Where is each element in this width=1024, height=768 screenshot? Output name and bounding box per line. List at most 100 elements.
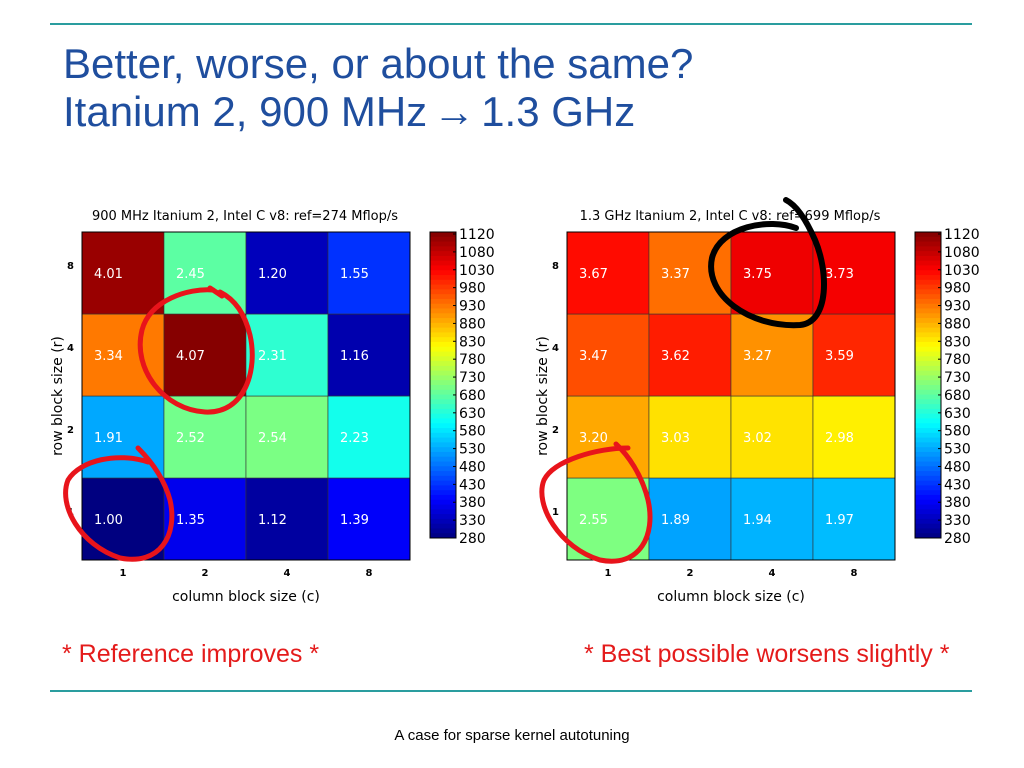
heatmap-cell — [245, 231, 329, 315]
colorbar-segment — [430, 251, 456, 257]
colorbar-segment — [430, 408, 456, 415]
cell-label: 4.07 — [176, 349, 205, 364]
colorbar-segment — [915, 533, 941, 539]
colorbar-segment — [915, 370, 941, 376]
chart-title: 900 MHz Itanium 2, Intel C v8: ref=274 M… — [92, 209, 398, 224]
chart-title: 1.3 GHz Itanium 2, Intel C v8: ref=699 M… — [580, 209, 881, 224]
colorbar-segment — [430, 480, 456, 486]
colorbar-segment — [915, 275, 941, 281]
heatmap-cell — [163, 313, 247, 397]
colorbar-segment — [430, 346, 456, 353]
colorbar-segment — [915, 514, 941, 520]
colorbar-segment — [430, 284, 456, 290]
footer-text: A case for sparse kernel autotuning — [394, 727, 630, 744]
colorbar-tick-label: 380 — [944, 495, 971, 511]
colorbar-segment — [430, 322, 456, 329]
colorbar-segment — [430, 337, 456, 343]
y-tick-label: 8 — [67, 261, 74, 272]
colorbar-tick-label: 880 — [944, 316, 971, 332]
colorbar-segment — [430, 490, 456, 496]
colorbar-segment — [430, 351, 456, 357]
colorbar-segment — [430, 432, 456, 439]
colorbar-segment — [430, 361, 456, 367]
colorbar-segment — [430, 260, 456, 266]
colorbar-segment — [915, 270, 941, 276]
x-tick-label: 8 — [366, 568, 373, 579]
colorbar-segment — [915, 490, 941, 496]
colorbar-tick-label: 330 — [944, 513, 971, 529]
colorbar-segment — [430, 456, 456, 462]
y-tick-label: 1 — [552, 507, 559, 518]
colorbar-tick-label: 730 — [459, 370, 486, 386]
heatmap-cell — [812, 313, 896, 397]
colorbar-tick-label: 780 — [459, 352, 486, 368]
colorbar-segment — [915, 518, 941, 525]
colorbar-segment — [430, 270, 456, 276]
colorbar-segment — [430, 232, 456, 238]
colorbar-segment — [915, 241, 941, 247]
colorbar-segment — [915, 428, 941, 434]
colorbar-segment — [915, 523, 941, 529]
cell-label: 3.47 — [579, 349, 608, 364]
x-tick-label: 8 — [851, 568, 858, 579]
colorbar-segment — [430, 514, 456, 520]
colorbar-segment — [915, 236, 941, 243]
colorbar-segment — [915, 399, 941, 405]
y-tick-label: 2 — [67, 425, 74, 436]
colorbar-segment — [915, 322, 941, 329]
colorbar-segment — [915, 337, 941, 343]
colorbar-segment — [430, 418, 456, 424]
colorbar-segment — [430, 447, 456, 453]
colorbar-tick-label: 330 — [459, 513, 486, 529]
colorbar-tick-label: 580 — [459, 424, 486, 440]
colorbar-tick-label: 630 — [459, 406, 486, 422]
colorbar-tick-label: 480 — [944, 459, 971, 475]
colorbar-tick-label: 680 — [459, 388, 486, 404]
colorbar-tick-label: 1120 — [459, 227, 495, 243]
colorbar-segment — [915, 332, 941, 338]
x-tick-label: 2 — [202, 568, 209, 579]
colorbar-segment — [915, 418, 941, 424]
x-tick-label: 2 — [687, 568, 694, 579]
colorbar-segment — [915, 294, 941, 300]
cell-label: 2.45 — [176, 267, 205, 282]
colorbar-tick-label: 1120 — [944, 227, 980, 243]
colorbar-segment — [915, 356, 941, 362]
colorbar-tick-label: 480 — [459, 459, 486, 475]
colorbar-segment — [430, 475, 456, 482]
colorbar-segment — [915, 361, 941, 367]
colorbar-segment — [915, 404, 941, 410]
colorbar-segment — [430, 294, 456, 300]
colorbar-segment — [915, 451, 941, 458]
colorbar-segment — [915, 318, 941, 324]
colorbar-segment — [915, 437, 941, 443]
cell-label: 3.02 — [743, 431, 772, 446]
red-circle-annotation — [137, 287, 255, 415]
colorbar-tick-label: 280 — [944, 531, 971, 547]
heatmap-cell — [566, 477, 650, 561]
cell-label: 1.94 — [743, 513, 772, 528]
title-line-2: Itanium 2, 900 MHz → 1.3 GHz — [63, 88, 693, 136]
colorbar-segment — [915, 475, 941, 482]
colorbar-segment — [915, 265, 941, 271]
heatmap-cell — [812, 477, 896, 561]
x-axis-label: column block size (c) — [172, 589, 320, 605]
colorbar-tick-label: 530 — [459, 442, 486, 458]
cell-label: 3.03 — [661, 431, 690, 446]
black-circle-annotation — [708, 197, 827, 329]
colorbar-segment — [430, 437, 456, 443]
x-tick-label: 4 — [284, 568, 291, 579]
colorbar-segment — [915, 251, 941, 257]
colorbar-segment — [915, 504, 941, 510]
colorbar-segment — [915, 284, 941, 290]
bottom-rule — [50, 690, 972, 692]
colorbar-segment — [915, 423, 941, 429]
colorbar-segment — [430, 275, 456, 281]
colorbar-segment — [915, 480, 941, 486]
heatmap-cell — [327, 395, 411, 479]
colorbar-segment — [915, 246, 941, 252]
colorbar-tick-label: 1080 — [944, 245, 980, 261]
colorbar-frame — [429, 231, 457, 539]
colorbar-segment — [915, 385, 941, 391]
